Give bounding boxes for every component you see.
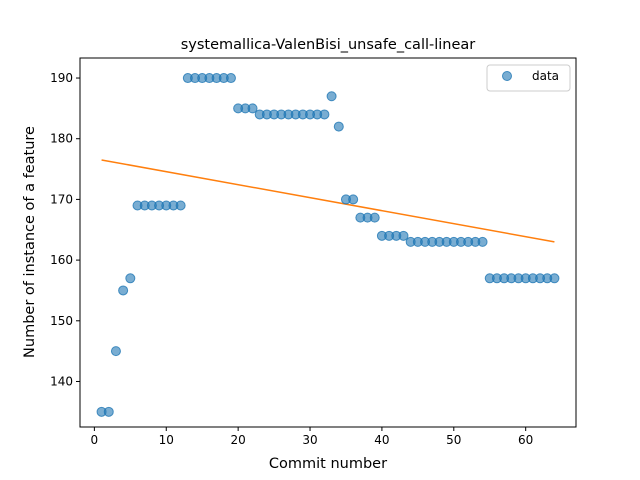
- y-axis-label: Number of instance of a feature: [22, 126, 38, 358]
- legend: data: [486, 64, 571, 92]
- data-point: [103, 406, 114, 417]
- data-point: [125, 273, 136, 284]
- data-point: [326, 91, 337, 102]
- trend-line-layer: [101, 159, 555, 243]
- x-tick-label: 60: [518, 433, 533, 447]
- x-tick-label: 10: [159, 433, 174, 447]
- x-axis: 0 10 20 30 40 50 60: [91, 427, 533, 447]
- data-point: [549, 273, 560, 284]
- chart-title: systemallica-ValenBisi_unsafe_call-linea…: [181, 37, 476, 53]
- y-tick-label: 140: [50, 374, 73, 388]
- legend-label-data: data: [532, 69, 559, 83]
- data-point: [369, 212, 380, 223]
- x-tick-label: 40: [374, 433, 389, 447]
- y-tick-label: 160: [50, 253, 73, 267]
- data-point: [333, 121, 344, 132]
- data-point: [110, 346, 121, 357]
- y-tick-label: 190: [50, 71, 73, 85]
- y-tick-label: 170: [50, 192, 73, 206]
- data-point: [477, 236, 488, 247]
- data-point: [225, 73, 236, 84]
- data-point: [319, 109, 330, 120]
- x-tick-label: 30: [302, 433, 317, 447]
- data-point: [348, 194, 359, 205]
- data-point: [118, 285, 129, 296]
- x-tick-label: 50: [446, 433, 461, 447]
- data-points-layer: [96, 73, 560, 417]
- data-point: [175, 200, 186, 211]
- plot-area-frame: [79, 57, 577, 428]
- data-point: [247, 103, 258, 114]
- data-point: [398, 230, 409, 241]
- y-axis: 140 150 160 170 180 190: [50, 71, 80, 388]
- legend-marker: [502, 71, 512, 81]
- x-tick-label: 20: [231, 433, 246, 447]
- trend-line: [101, 159, 555, 243]
- x-axis-label: Commit number: [269, 456, 387, 472]
- x-tick-label: 0: [91, 433, 99, 447]
- y-tick-label: 150: [50, 314, 73, 328]
- y-tick-label: 180: [50, 132, 73, 146]
